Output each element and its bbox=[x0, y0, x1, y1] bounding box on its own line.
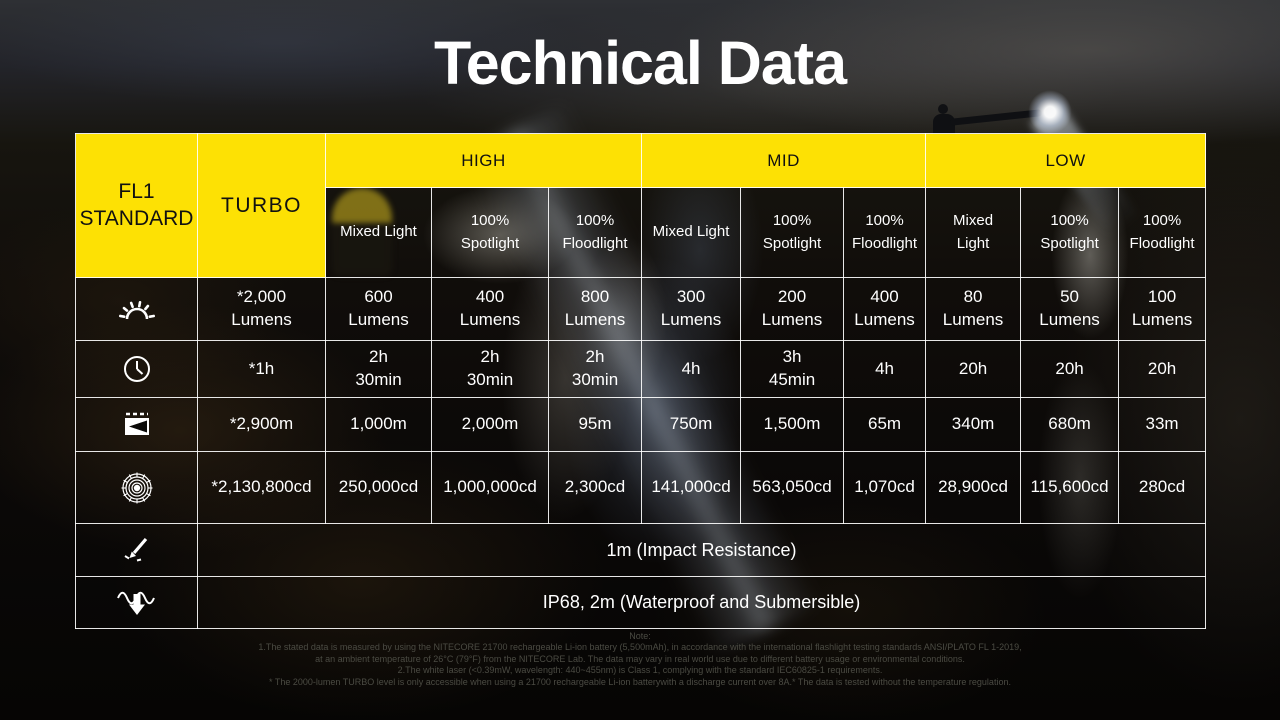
intensity-mid-floodlight: 1,070cd bbox=[843, 451, 927, 524]
intensity-mid-spotlight: 563,050cd bbox=[740, 451, 845, 524]
brightness-mid-spotlight: 200 Lumens bbox=[740, 277, 845, 341]
brightness-low-mixed: 80 Lumens bbox=[925, 277, 1022, 341]
subheader-mid-mixed: Mixed Light bbox=[641, 187, 742, 278]
distance-high-floodlight: 95m bbox=[547, 397, 643, 452]
runtime-icon bbox=[75, 340, 198, 398]
subheader-low-floodlight: 100% Floodlight bbox=[1118, 187, 1207, 278]
footnote-line-3: 2.The white laser (<0.39mW, wavelength: … bbox=[397, 665, 883, 676]
runtime-high-spotlight: 2h 30min bbox=[431, 340, 549, 398]
runtime-high-mixed: 2h 30min bbox=[325, 340, 432, 398]
brightness-low-spotlight: 50 Lumens bbox=[1020, 277, 1120, 341]
spec-row-peak-intensity: *2,130,800cd 250,000cd 1,000,000cd 2,300… bbox=[75, 451, 1207, 524]
subheader-high-floodlight: 100% Floodlight bbox=[547, 187, 643, 278]
brightness-mid-floodlight: 400 Lumens bbox=[843, 277, 927, 341]
spec-row-brightness: *2,000 Lumens 600 Lumens 400 Lumens 800 … bbox=[75, 277, 1207, 341]
distance-high-spotlight: 2,000m bbox=[431, 397, 549, 452]
runtime-low-floodlight: 20h bbox=[1118, 340, 1207, 398]
person-head-silhouette bbox=[938, 104, 948, 114]
spec-table: FL1 STANDARD TURBO HIGH MID LOW Mixed Li… bbox=[75, 133, 1207, 629]
group-header-low: LOW bbox=[925, 133, 1207, 188]
spec-row-beam-distance: *2,900m 1,000m 2,000m 95m 750m 1,500m 65… bbox=[75, 397, 1207, 452]
group-header-mid: MID bbox=[641, 133, 927, 188]
distance-turbo: *2,900m bbox=[197, 397, 326, 452]
runtime-mid-spotlight: 3h 45min bbox=[740, 340, 845, 398]
runtime-high-floodlight: 2h 30min bbox=[547, 340, 643, 398]
subheader-low-mixed: Mixed Light bbox=[925, 187, 1022, 278]
footnote-line-2: at an ambient temperature of 26°C (79°F)… bbox=[315, 653, 965, 664]
runtime-mid-floodlight: 4h bbox=[843, 340, 927, 398]
spec-row-runtime: *1h 2h 30min 2h 30min 2h 30min 4h 3h 45m… bbox=[75, 340, 1207, 398]
subheader-high-mixed: Mixed Light bbox=[325, 187, 432, 278]
runtime-low-spotlight: 20h bbox=[1020, 340, 1120, 398]
brightness-high-floodlight: 800 Lumens bbox=[547, 277, 643, 341]
intensity-low-mixed: 28,900cd bbox=[925, 451, 1022, 524]
intensity-mid-mixed: 141,000cd bbox=[641, 451, 742, 524]
runtime-low-mixed: 20h bbox=[925, 340, 1022, 398]
runtime-mid-mixed: 4h bbox=[641, 340, 742, 398]
spec-row-waterproof: IP68, 2m (Waterproof and Submersible) bbox=[75, 576, 1207, 629]
subheader-row: Mixed Light 100% Spotlight 100% Floodlig… bbox=[76, 187, 1207, 278]
person-silhouette bbox=[933, 114, 955, 136]
intensity-low-spotlight: 115,600cd bbox=[1020, 451, 1120, 524]
waterproof-icon bbox=[75, 576, 198, 629]
subheader-mid-spotlight: 100% Spotlight bbox=[740, 187, 845, 278]
brightness-icon bbox=[75, 277, 198, 341]
group-header-high: HIGH bbox=[324, 133, 643, 188]
intensity-turbo: *2,130,800cd bbox=[197, 451, 326, 524]
distance-mid-mixed: 750m bbox=[641, 397, 742, 452]
footnote-line-1: 1.The stated data is measured by using t… bbox=[258, 642, 1022, 653]
runtime-turbo: *1h bbox=[197, 340, 326, 398]
fl1-standard-header: FL1 STANDARD bbox=[75, 133, 198, 278]
subheader-low-spotlight: 100% Spotlight bbox=[1020, 187, 1120, 278]
intensity-high-mixed: 250,000cd bbox=[325, 451, 432, 524]
group-header-row: FL1 STANDARD TURBO HIGH MID LOW bbox=[75, 133, 1207, 278]
brightness-turbo: *2,000 Lumens bbox=[197, 277, 326, 341]
beam-distance-icon bbox=[75, 397, 198, 452]
distance-mid-spotlight: 1,500m bbox=[740, 397, 845, 452]
intensity-low-floodlight: 280cd bbox=[1118, 451, 1207, 524]
brightness-low-floodlight: 100 Lumens bbox=[1118, 277, 1207, 341]
flashlight-glow bbox=[1028, 90, 1072, 134]
subheader-mid-floodlight: 100% Floodlight bbox=[843, 187, 927, 278]
footnote-heading: Note: bbox=[629, 631, 651, 641]
distance-low-floodlight: 33m bbox=[1118, 397, 1207, 452]
brightness-high-spotlight: 400 Lumens bbox=[431, 277, 549, 341]
distance-mid-floodlight: 65m bbox=[843, 397, 927, 452]
brightness-mid-mixed: 300 Lumens bbox=[641, 277, 742, 341]
spec-row-impact-resistance: 1m (Impact Resistance) bbox=[75, 523, 1207, 577]
distance-high-mixed: 1,000m bbox=[325, 397, 432, 452]
intensity-high-floodlight: 2,300cd bbox=[547, 451, 643, 524]
peak-intensity-icon bbox=[75, 451, 198, 524]
page-title: Technical Data bbox=[433, 29, 847, 97]
impact-resistance-value: 1m (Impact Resistance) bbox=[196, 523, 1207, 577]
subheader-high-spotlight: 100% Spotlight bbox=[431, 187, 549, 278]
turbo-header: TURBO bbox=[197, 133, 326, 278]
brightness-high-mixed: 600 Lumens bbox=[325, 277, 432, 341]
distance-low-mixed: 340m bbox=[925, 397, 1022, 452]
impact-resistance-icon bbox=[75, 523, 198, 577]
footnotes: Note: 1.The stated data is measured by u… bbox=[0, 631, 1280, 688]
intensity-high-spotlight: 1,000,000cd bbox=[431, 451, 549, 524]
waterproof-value: IP68, 2m (Waterproof and Submersible) bbox=[196, 576, 1207, 629]
footnote-line-4: * The 2000-lumen TURBO level is only acc… bbox=[269, 676, 1011, 687]
distance-low-spotlight: 680m bbox=[1020, 397, 1120, 452]
